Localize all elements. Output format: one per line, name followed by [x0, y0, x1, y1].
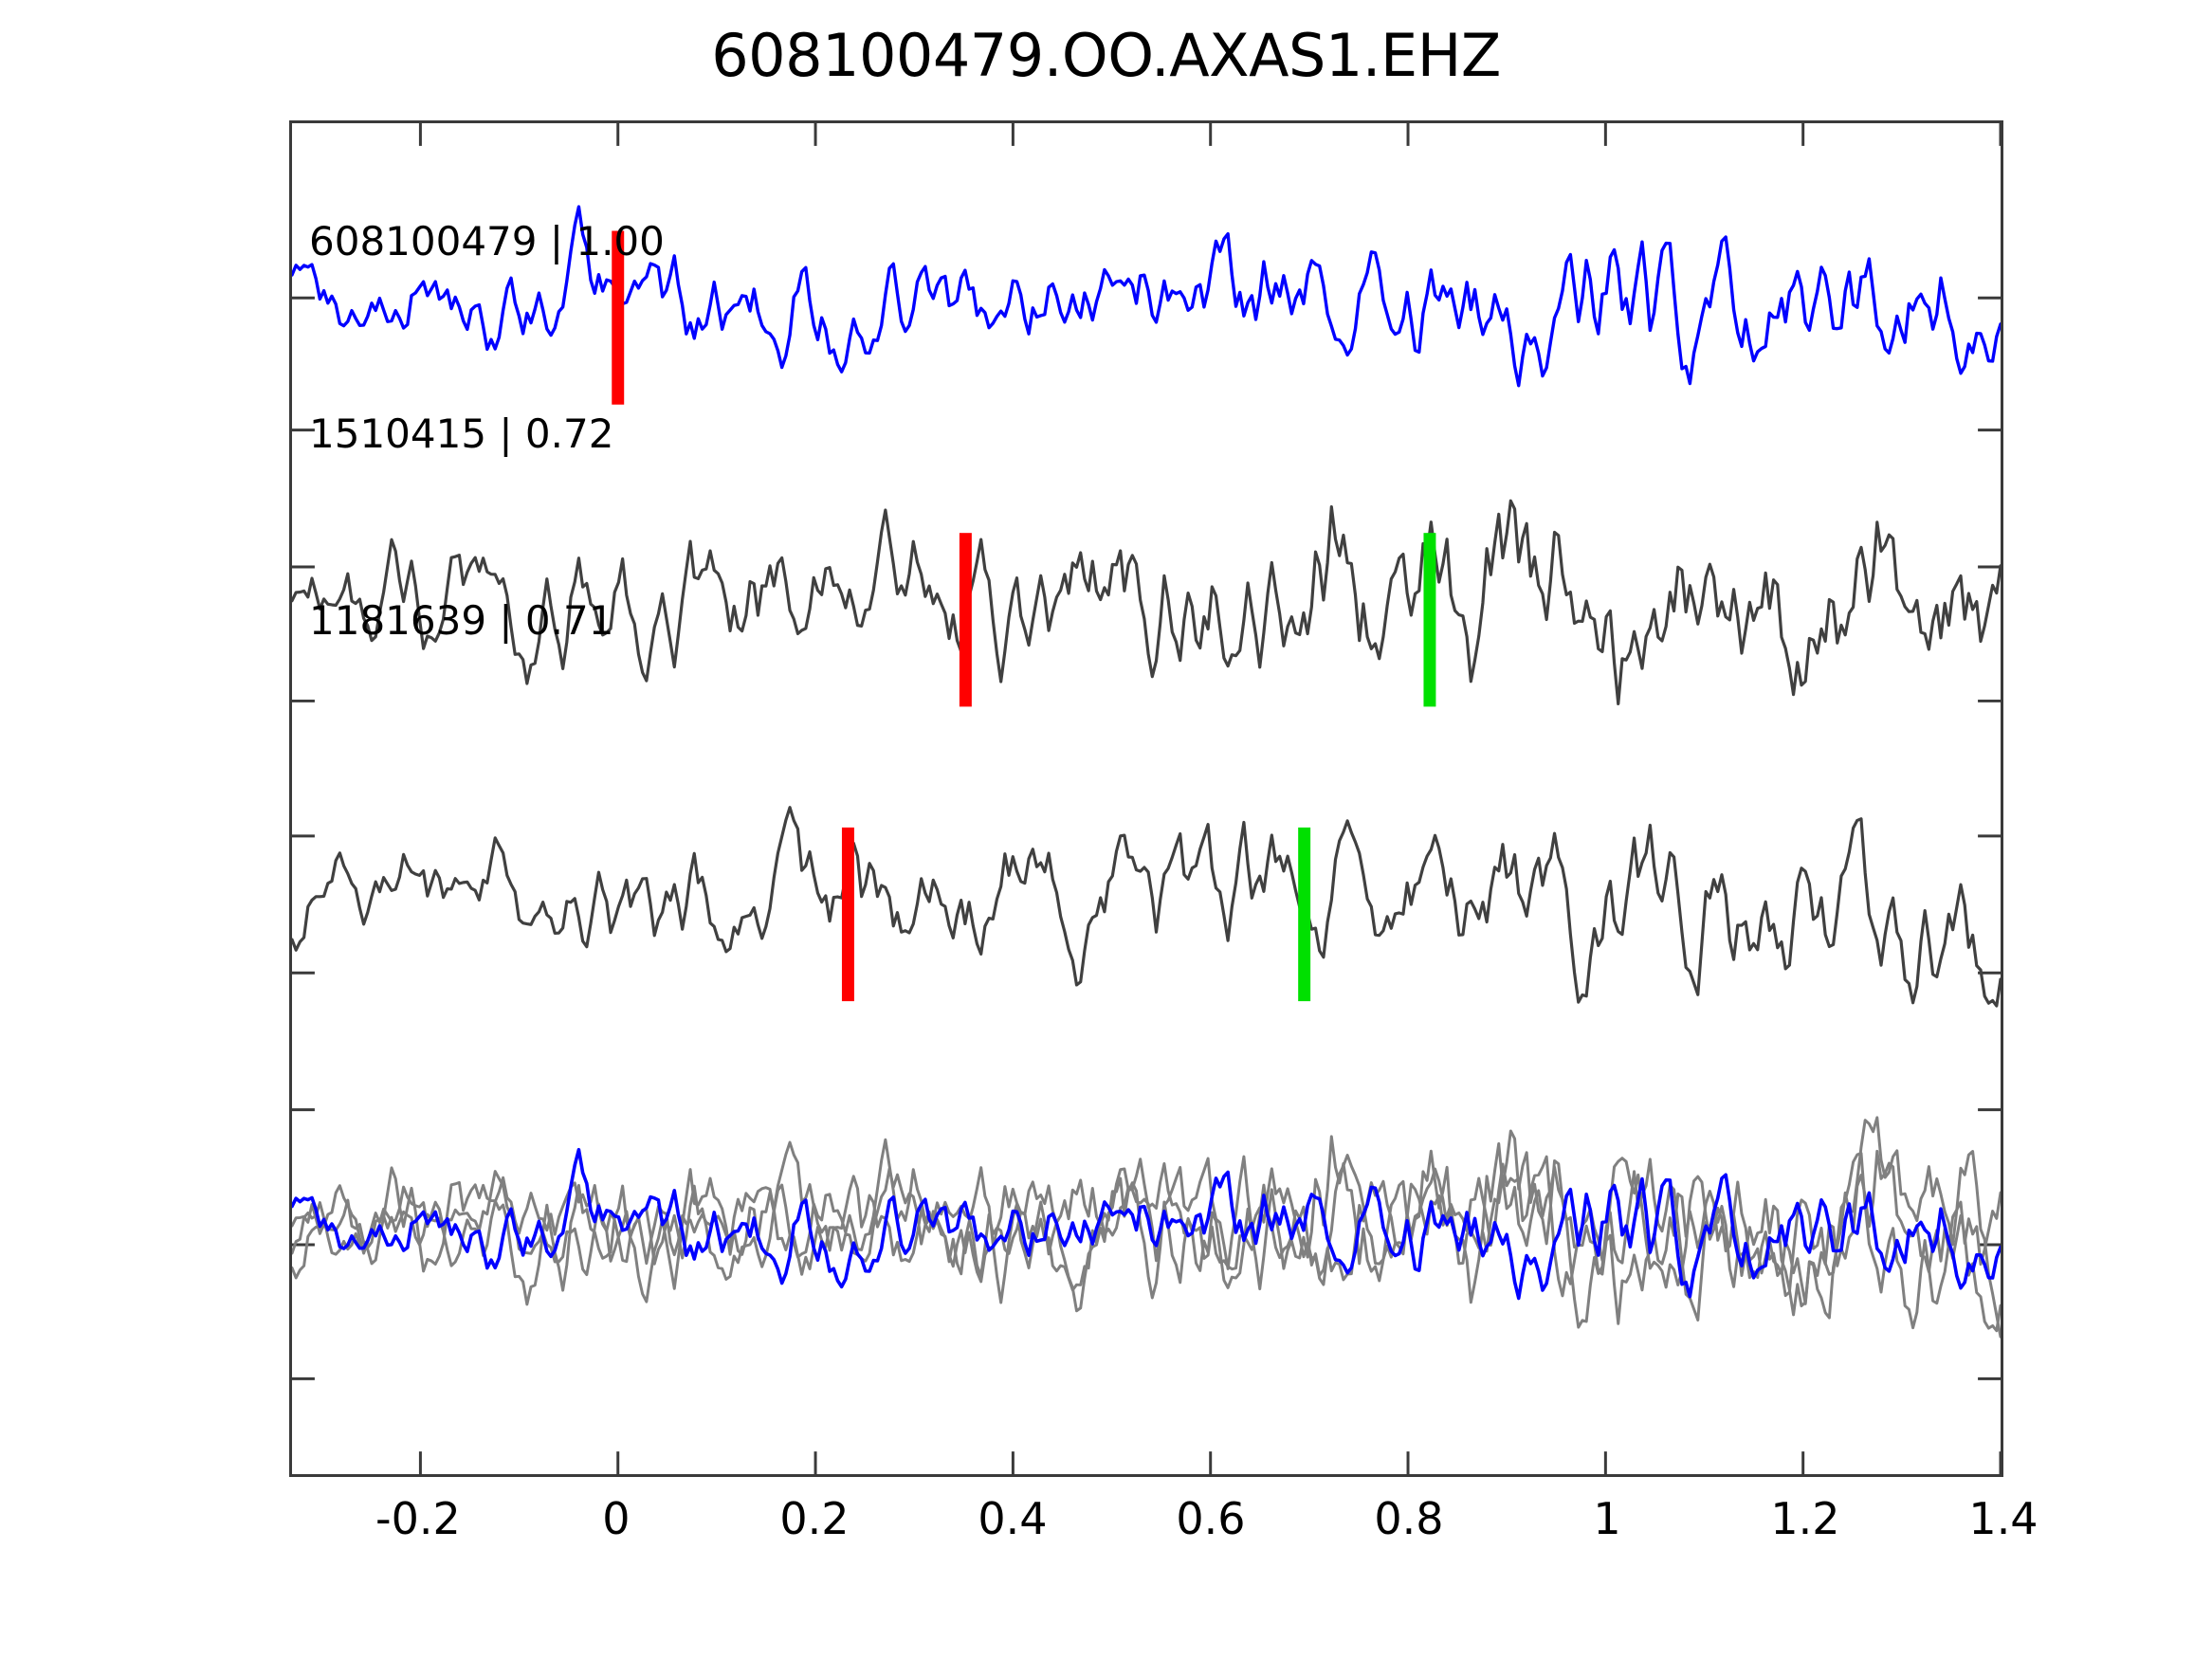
trace-label-1: 1510415 | 0.72: [309, 410, 614, 457]
trace-label-0: 608100479 | 1.00: [309, 218, 665, 264]
x-tick-label-1: 0: [602, 1493, 631, 1544]
x-tick-label-6: 1: [1593, 1493, 1621, 1544]
x-tick-label-4: 0.6: [1176, 1493, 1246, 1544]
waveform-detection-1181639: [292, 806, 2001, 1008]
waveform-template-608100479: [292, 205, 2001, 388]
waveform-detection-1510415: [292, 499, 2001, 706]
x-tick-label-5: 0.8: [1374, 1493, 1444, 1544]
plot-area: 608100479 | 1.00 1510415 | 0.72 1181639 …: [289, 120, 2003, 1477]
x-tick-label-2: 0.2: [779, 1493, 850, 1544]
page-title: 608100479.OO.AXAS1.EHZ: [711, 21, 1501, 90]
trace-label-2: 1181639 | 0.71: [309, 597, 614, 644]
x-tick-label-7: 1.2: [1770, 1493, 1840, 1544]
pick-marker-p-608100479: [612, 230, 625, 405]
pick-marker-s-1510415: [1423, 533, 1436, 707]
pick-marker-p-1510415: [959, 533, 972, 707]
x-axis-tick-labels: -0.2 0 0.2 0.4 0.6 0.8 1 1.2 1.4: [0, 1493, 2212, 1569]
overlay-waveform-gray-3: [292, 1116, 2001, 1339]
overlay-waveform-gray-2: [292, 1140, 2001, 1333]
pick-marker-s-1181639: [1298, 827, 1311, 1002]
pick-marker-p-1181639: [841, 827, 854, 1002]
overlay-waveform-template: [292, 1147, 2001, 1301]
x-tick-label-8: 1.4: [1968, 1493, 2038, 1544]
waveform-canvas: [292, 123, 2001, 1474]
x-tick-label-3: 0.4: [978, 1493, 1048, 1544]
x-tick-label-0: -0.2: [375, 1493, 461, 1544]
